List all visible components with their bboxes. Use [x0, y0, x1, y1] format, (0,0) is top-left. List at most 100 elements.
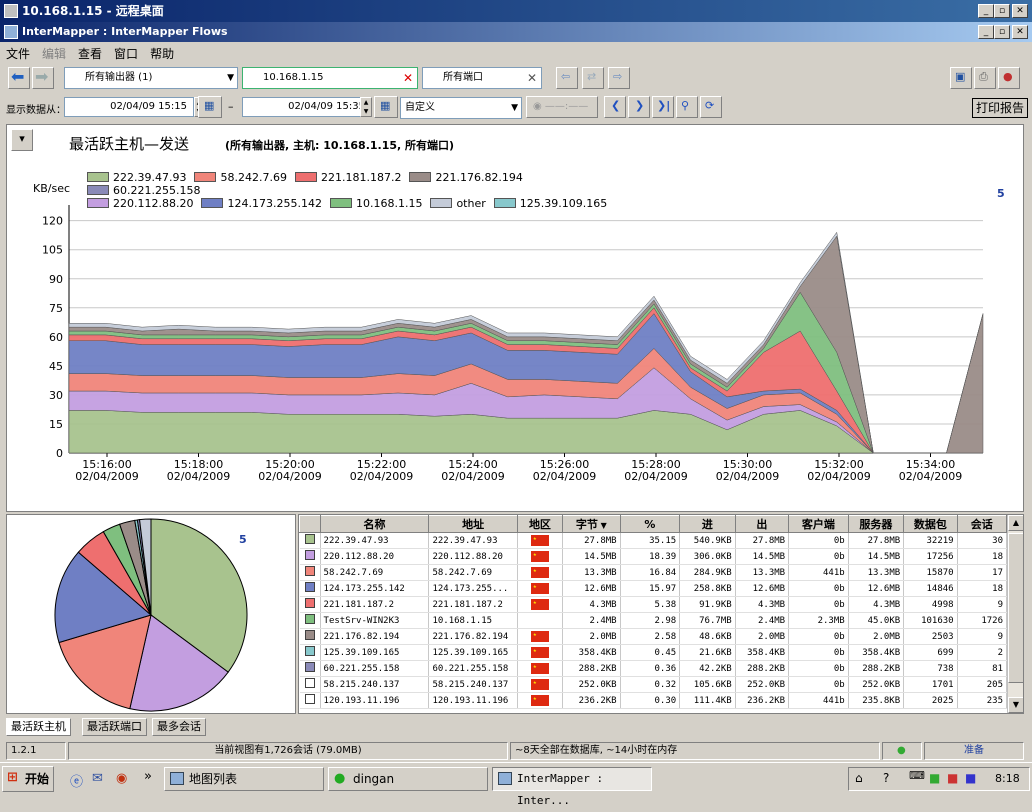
column-header[interactable]: 会话: [956, 515, 1008, 533]
zoom-button[interactable]: ⚲: [676, 96, 698, 118]
cell-pct: 2.98: [620, 612, 681, 629]
column-header[interactable]: 字节 ▼: [562, 515, 621, 533]
table-row[interactable]: TestSrv-WIN2K3 10.168.1.15 2.4MB 2.98 76.7MB…: [299, 612, 1008, 629]
print-button[interactable]: ⎙: [974, 67, 996, 89]
tray-alert-icon[interactable]: ■: [947, 771, 959, 785]
tab-top-sessions[interactable]: 最多会话: [152, 718, 206, 736]
monitor-icon[interactable]: ■: [965, 771, 977, 785]
refresh-icon: ◉: [533, 101, 542, 112]
ie-icon[interactable]: ⓔ: [70, 775, 84, 790]
table-row[interactable]: 120.193.11.196120.193.11.196236.2KB0.301…: [299, 692, 1008, 709]
table-row[interactable]: 220.112.88.20220.112.88.2014.5MB18.39306…: [299, 548, 1008, 565]
cell-in: 48.6KB: [679, 628, 736, 645]
table-row[interactable]: 221.181.187.2221.181.187.24.3MB5.3891.9K…: [299, 596, 1008, 613]
zoom-level-badge[interactable]: 5: [997, 187, 1005, 200]
map-button[interactable]: ●: [998, 67, 1020, 89]
table-row[interactable]: 58.242.7.6958.242.7.6913.3MB16.84284.9KB…: [299, 564, 1008, 581]
last-page-button[interactable]: ❯|: [652, 96, 674, 118]
task-intermapper[interactable]: InterMapper : Inter...: [492, 767, 652, 807]
port-field[interactable]: 所有端口 ✕: [422, 67, 542, 89]
cell-packets: 32219: [903, 532, 958, 549]
table-row[interactable]: 58.215.240.13758.215.240.137252.0KB0.321…: [299, 676, 1008, 693]
from-calendar-button[interactable]: ▦: [198, 96, 222, 118]
column-header[interactable]: 地址: [428, 515, 518, 533]
print-report-button[interactable]: 打印报告: [972, 98, 1028, 118]
from-date-field[interactable]: 02/04/09 15:15: [64, 97, 194, 117]
scroll-up-icon[interactable]: ▲: [1008, 515, 1023, 531]
cell-out: 2.0MB: [735, 628, 790, 645]
forward-button[interactable]: ➡: [32, 67, 54, 89]
host-field[interactable]: 10.168.1.15 ✕: [242, 67, 418, 89]
next-page-button[interactable]: ❯: [628, 96, 650, 118]
nav-up-button[interactable]: ⇄: [582, 67, 604, 89]
tab-top-hosts[interactable]: 最活跃主机: [6, 718, 71, 736]
tab-top-ports[interactable]: 最活跃端口: [82, 718, 147, 736]
more-chevron[interactable]: »: [144, 769, 152, 784]
table-scrollbar[interactable]: ▲ ▼: [1007, 515, 1023, 713]
tray-app-icon[interactable]: ■: [929, 771, 941, 785]
column-header[interactable]: 客户端: [788, 515, 849, 533]
column-header[interactable]: 数据包: [903, 515, 958, 533]
help-icon[interactable]: ?: [883, 771, 890, 785]
column-header[interactable]: 地区: [516, 515, 564, 533]
app-maximize-button[interactable]: ▫: [994, 25, 1010, 39]
column-header[interactable]: %: [619, 515, 681, 533]
table-row[interactable]: 60.221.255.15860.221.255.158288.2KB0.364…: [299, 660, 1008, 677]
prev-page-button[interactable]: ❮: [604, 96, 626, 118]
exporter-select[interactable]: 所有输出器 (1) ▼: [64, 67, 238, 89]
clear-port-icon[interactable]: ✕: [526, 71, 537, 85]
start-button[interactable]: ⊞ 开始: [2, 766, 54, 792]
x-tick-date: 02/04/2009: [167, 470, 230, 483]
task-map-list[interactable]: 地图列表: [164, 767, 324, 791]
menu-window[interactable]: 窗口: [114, 47, 139, 61]
cell-in: 306.0KB: [679, 548, 736, 565]
save-button[interactable]: ▣: [950, 67, 972, 89]
activity-status: ●: [882, 742, 922, 760]
table-row[interactable]: 222.39.47.93222.39.47.9327.8MB35.15540.9…: [299, 532, 1008, 549]
table-row[interactable]: 221.176.82.194221.176.82.1942.0MB2.5848.…: [299, 628, 1008, 645]
close-button[interactable]: ✕: [1012, 4, 1028, 18]
refresh-button[interactable]: ⟳: [700, 96, 722, 118]
cell-client: 441b: [788, 564, 849, 581]
firefox-icon[interactable]: ◉: [116, 771, 128, 786]
minimize-button[interactable]: _: [978, 4, 994, 18]
task-dingan[interactable]: ● dingan: [328, 767, 488, 791]
menu-edit[interactable]: 编辑: [42, 47, 67, 61]
arrow-right-small-icon: ⇨: [613, 70, 623, 83]
chart-menu-button[interactable]: ▾: [11, 129, 33, 151]
scroll-thumb[interactable]: [1008, 533, 1023, 683]
to-date-field[interactable]: 02/04/09 15:35: [242, 97, 372, 117]
pie-zoom-badge[interactable]: 5: [239, 533, 247, 546]
back-button[interactable]: ⬅: [8, 67, 30, 89]
clear-host-icon[interactable]: ✕: [402, 71, 413, 85]
menu-view[interactable]: 查看: [78, 47, 103, 61]
column-header[interactable]: 名称: [319, 515, 430, 533]
to-spinner[interactable]: ▲ ▼: [360, 97, 372, 117]
live-label: ——:——: [544, 101, 589, 112]
legend-item: 60.221.255.158: [87, 184, 200, 197]
table-row[interactable]: 125.39.109.165125.39.109.165358.4KB0.452…: [299, 644, 1008, 661]
maximize-button[interactable]: ▫: [994, 4, 1010, 18]
table-row[interactable]: 124.173.255.142124.173.255...12.6MB15.97…: [299, 580, 1008, 597]
app-minimize-button[interactable]: _: [978, 25, 994, 39]
app-close-button[interactable]: ✕: [1012, 25, 1028, 39]
row-color-swatch: [304, 550, 315, 560]
scroll-down-icon[interactable]: ▼: [1008, 697, 1023, 713]
to-calendar-button[interactable]: ▦: [374, 96, 398, 118]
menu-help[interactable]: 帮助: [150, 47, 175, 61]
color-column-header[interactable]: [299, 515, 321, 533]
cell-in: 91.9KB: [679, 596, 736, 613]
nav-forward-button[interactable]: ⇨: [608, 67, 630, 89]
keyboard-icon[interactable]: ⌨: [909, 769, 925, 782]
column-header[interactable]: 出: [734, 515, 790, 533]
cell-packets: 4998: [903, 596, 958, 613]
live-button[interactable]: ◉ ——:——: [526, 96, 598, 118]
network-icon[interactable]: ⌂: [855, 771, 863, 785]
preset-select[interactable]: 自定义 ▼: [400, 97, 522, 119]
column-header[interactable]: 进: [679, 515, 736, 533]
column-header[interactable]: 服务器: [847, 515, 905, 533]
nav-back-button[interactable]: ⇦: [556, 67, 578, 89]
menu-file[interactable]: 文件: [6, 47, 31, 61]
outlook-icon[interactable]: ✉: [92, 771, 103, 786]
x-tick-date: 02/04/2009: [258, 470, 321, 483]
